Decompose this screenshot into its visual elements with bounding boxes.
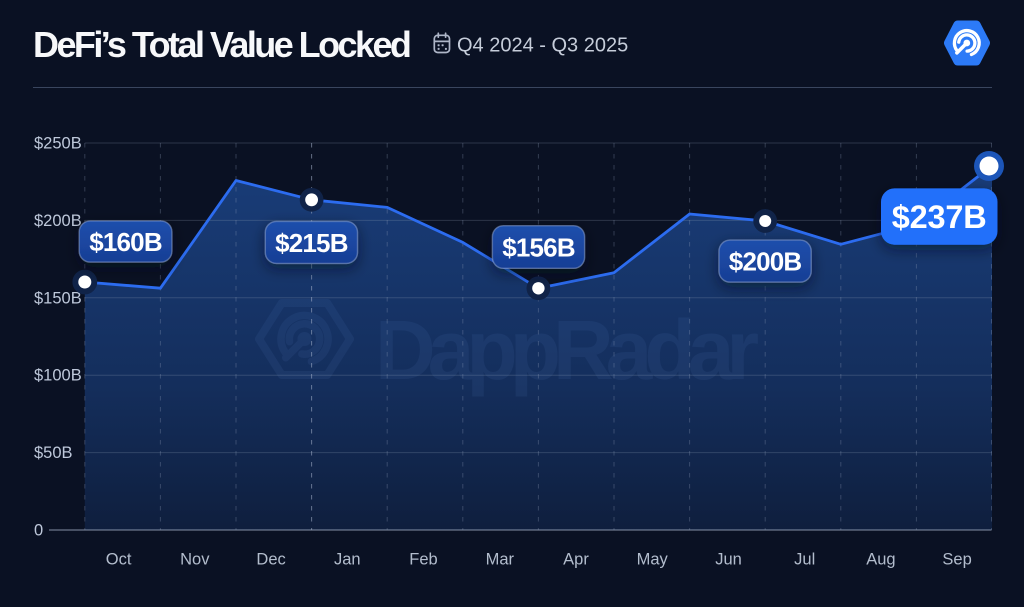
svg-text:$215B: $215B [275, 228, 348, 258]
svg-text:$200B: $200B [729, 247, 802, 277]
svg-text:DeFi’s Total Value Locked: DeFi’s Total Value Locked [33, 24, 410, 65]
svg-text:Oct: Oct [106, 551, 132, 569]
svg-text:Apr: Apr [563, 551, 589, 569]
svg-text:Nov: Nov [180, 551, 210, 569]
svg-text:Feb: Feb [409, 551, 437, 569]
svg-text:Mar: Mar [486, 551, 515, 569]
svg-text:Jul: Jul [794, 551, 815, 569]
svg-text:Jun: Jun [715, 551, 742, 569]
svg-text:$237B: $237B [892, 199, 987, 235]
svg-text:$250B: $250B [34, 135, 82, 153]
svg-text:$156B: $156B [502, 233, 575, 263]
svg-text:0: 0 [34, 522, 43, 540]
svg-text:$100B: $100B [34, 367, 82, 385]
svg-text:$160B: $160B [89, 227, 162, 257]
svg-text:$150B: $150B [34, 289, 82, 307]
svg-text:Sep: Sep [942, 551, 971, 569]
svg-text:Jan: Jan [334, 551, 361, 569]
svg-text:$50B: $50B [34, 444, 73, 462]
svg-text:$200B: $200B [34, 212, 82, 230]
svg-text:Aug: Aug [866, 551, 895, 569]
svg-text:May: May [637, 551, 669, 569]
svg-text:Dec: Dec [256, 551, 285, 569]
svg-text:Q4 2024 - Q3 2025: Q4 2024 - Q3 2025 [457, 35, 628, 57]
